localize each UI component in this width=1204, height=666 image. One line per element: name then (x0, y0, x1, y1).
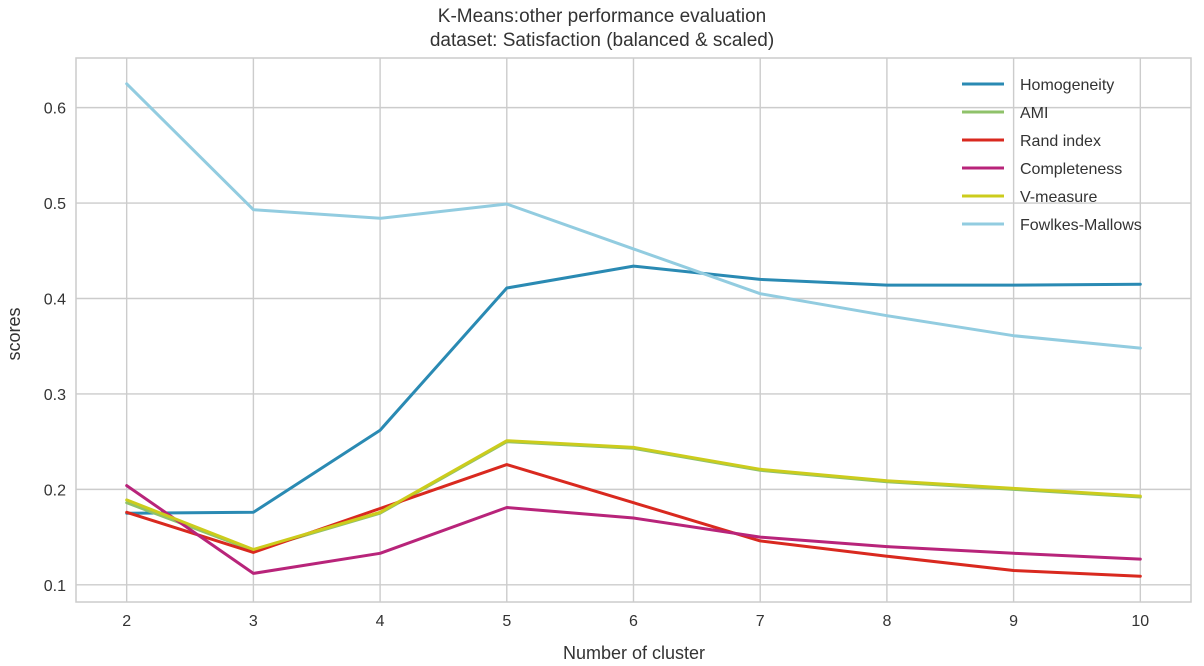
plot-frame (75, 57, 1192, 603)
legend-item-rand-index: Rand index (962, 133, 1101, 150)
chart-subtitle: dataset: Satisfaction (balanced & scaled… (429, 30, 775, 51)
series-line-homogeneity (125, 264, 1142, 515)
legend-label: Fowlkes-Mallows (1020, 217, 1142, 234)
legend: Homogeneity AMI Rand index Completeness V-me… (962, 77, 1142, 234)
legend-label: Rand index (1020, 133, 1101, 150)
x-tick-label: 5 (502, 613, 511, 630)
y-tick-labels: 0.1 0.2 0.3 0.4 0.5 0.6 (44, 101, 66, 595)
x-tick-label: 2 (122, 613, 131, 630)
y-tick-label: 0.6 (44, 101, 66, 118)
legend-item-homogeneity: Homogeneity (962, 77, 1114, 94)
legend-label: Completeness (1020, 161, 1122, 178)
x-tick-label: 3 (249, 613, 258, 630)
y-tick-label: 0.5 (44, 196, 66, 213)
legend-label: V-measure (1020, 189, 1097, 206)
y-axis-label: scores (4, 307, 24, 360)
legend-item-v-measure: V-measure (962, 189, 1097, 206)
chart-title: K-Means:other performance evaluation (437, 6, 767, 27)
legend-item-ami: AMI (962, 105, 1048, 122)
x-tick-label: 7 (756, 613, 765, 630)
x-tick-label: 9 (1009, 613, 1018, 630)
series-line-fowlkes-mallows (125, 82, 1142, 350)
legend-item-fowlkes-mallows: Fowlkes-Mallows (962, 217, 1142, 234)
x-tick-label: 8 (882, 613, 891, 630)
x-tick-label: 4 (376, 613, 385, 630)
legend-label: Homogeneity (1020, 77, 1114, 94)
x-tick-label: 6 (629, 613, 638, 630)
series-line-completeness (125, 484, 1142, 575)
y-tick-label: 0.3 (44, 387, 66, 404)
x-tick-labels: 2 3 4 5 6 7 8 9 10 (122, 613, 1149, 630)
legend-item-completeness: Completeness (962, 161, 1122, 178)
y-tick-label: 0.4 (44, 292, 66, 309)
series-line-v-measure (125, 439, 1142, 551)
legend-label: AMI (1020, 105, 1048, 122)
y-tick-label: 0.2 (44, 482, 66, 499)
series-lines (125, 82, 1142, 578)
x-axis-label: Number of cluster (563, 643, 705, 663)
y-tick-label: 0.1 (44, 578, 66, 595)
x-tick-label: 10 (1131, 613, 1149, 630)
